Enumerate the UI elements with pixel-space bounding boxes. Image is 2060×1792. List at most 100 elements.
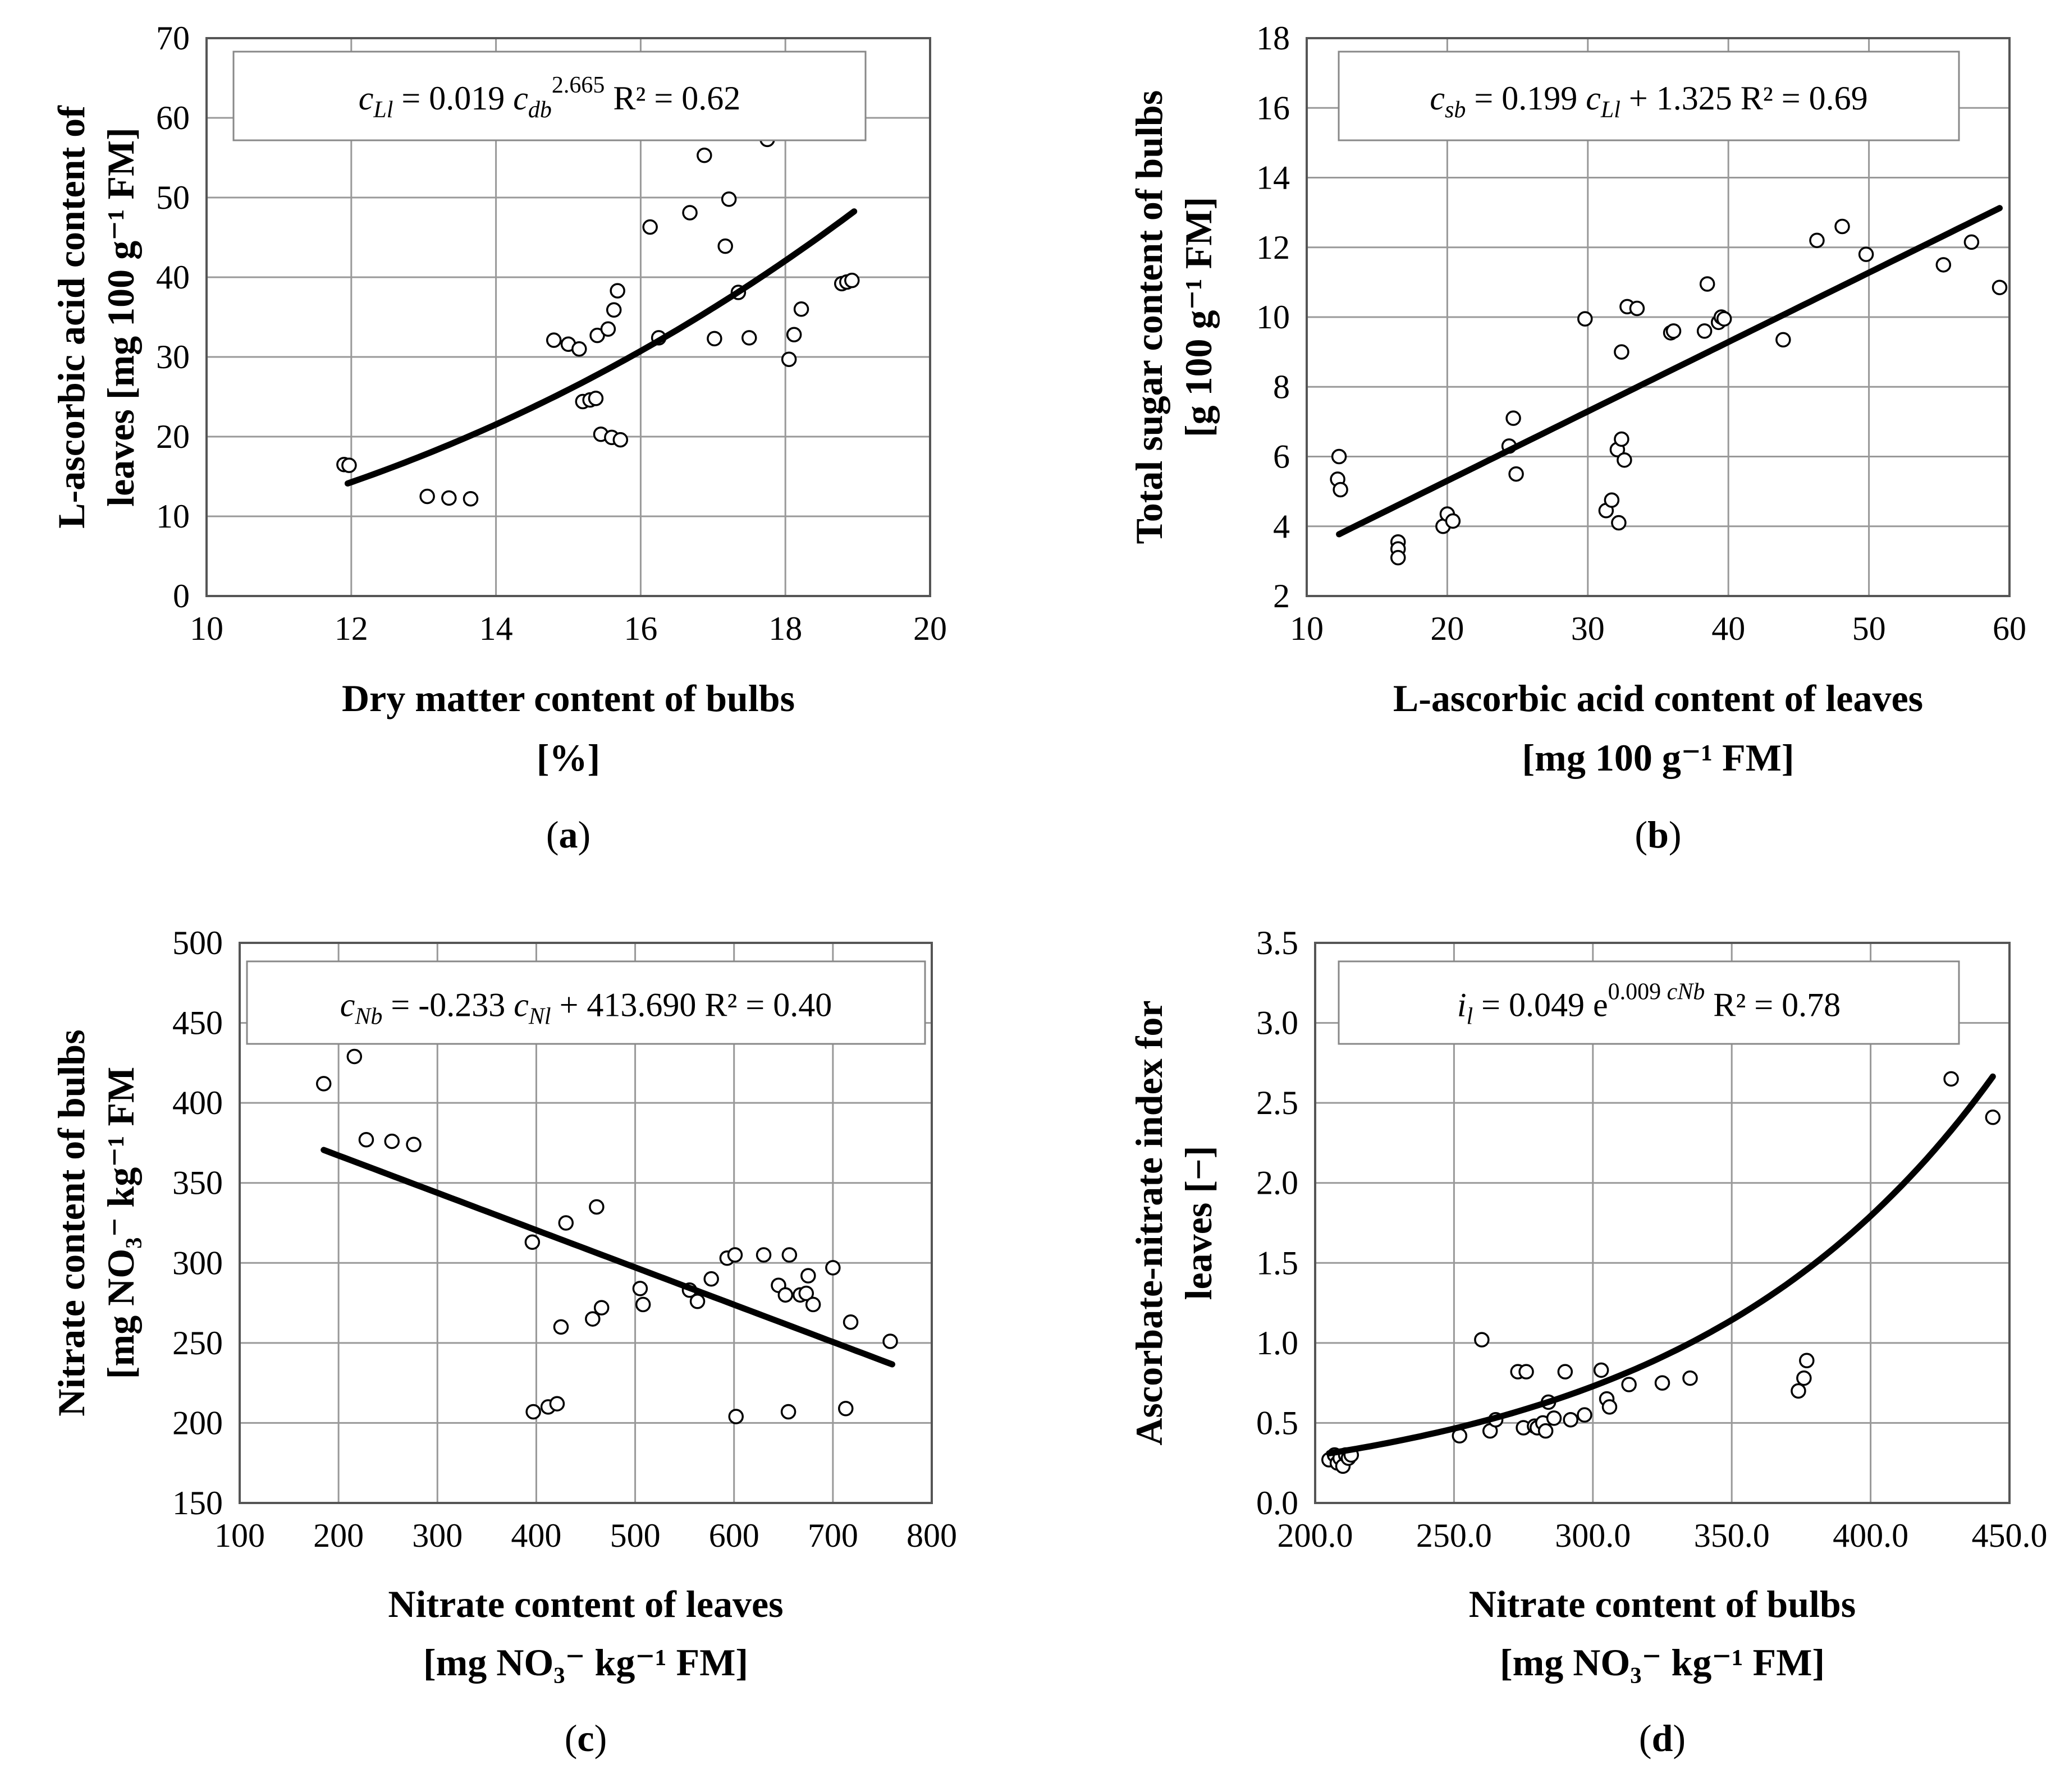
data-point	[610, 283, 625, 299]
y-tick-label: 2.5	[1256, 1084, 1298, 1121]
data-point	[1834, 218, 1850, 235]
x-tick-label: 60	[1993, 610, 2026, 647]
data-point	[1333, 482, 1348, 498]
data-point	[612, 432, 629, 448]
y-tick-label: 300	[172, 1244, 223, 1281]
x-tick-label: 300.0	[1555, 1517, 1631, 1554]
y-tick-label: 250	[172, 1324, 223, 1362]
x-tick-label: 100	[214, 1517, 265, 1554]
y-tick-label: 0	[173, 578, 190, 615]
data-point	[524, 1234, 541, 1250]
y-tick-label: 1.0	[1256, 1324, 1298, 1362]
y-axis-label: L-ascorbic acid content of	[50, 105, 93, 529]
data-point	[1557, 1364, 1573, 1379]
data-point	[593, 1300, 610, 1316]
data-point	[558, 1215, 574, 1231]
data-point	[632, 1281, 648, 1296]
x-tick-label: 10	[1290, 610, 1324, 647]
data-point	[1614, 431, 1629, 447]
data-point	[600, 321, 616, 337]
data-point	[341, 457, 357, 473]
data-point	[838, 1401, 854, 1417]
plot-frame	[1306, 37, 2011, 597]
x-axis-label: [mg NO₃⁻ kg⁻¹ FM]	[423, 1641, 748, 1684]
data-point	[549, 1396, 565, 1411]
data-point	[1665, 323, 1682, 339]
data-point	[721, 191, 737, 207]
x-tick-label: 50	[1852, 610, 1886, 647]
equation-box	[1338, 960, 1960, 1045]
y-tick-label: 3.5	[1256, 924, 1298, 961]
y-tick-label: 30	[156, 338, 190, 375]
y-tick-label: 150	[172, 1484, 223, 1521]
y-tick-label: 200	[172, 1404, 223, 1441]
y-tick-label: 18	[1256, 20, 1290, 57]
y-tick-label: 70	[156, 20, 190, 57]
data-point	[1614, 344, 1629, 360]
y-axis-label: [g 100 g⁻¹ FM]	[1177, 197, 1220, 437]
data-point	[1775, 332, 1791, 348]
data-point	[1601, 1399, 1618, 1415]
x-tick-label: 18	[768, 610, 802, 647]
data-point	[756, 1247, 772, 1263]
equation-box	[232, 51, 867, 141]
y-tick-label: 2	[1273, 578, 1290, 615]
x-tick-label: 250.0	[1416, 1517, 1492, 1554]
data-point	[1654, 1375, 1670, 1391]
y-tick-label: 400	[172, 1084, 223, 1121]
y-tick-label: 1.5	[1256, 1244, 1298, 1281]
data-point	[1617, 452, 1632, 468]
data-point	[463, 491, 479, 507]
x-tick-label: 16	[624, 610, 657, 647]
y-tick-label: 500	[172, 924, 223, 961]
data-point	[1474, 1332, 1490, 1348]
data-point	[1518, 1364, 1534, 1379]
data-point	[1935, 257, 1952, 273]
data-point	[589, 1199, 605, 1215]
data-point	[1992, 279, 2008, 295]
data-point	[741, 330, 757, 346]
y-tick-label: 2.0	[1256, 1165, 1298, 1202]
y-tick-label: 14	[1256, 159, 1290, 196]
data-point	[1796, 1370, 1812, 1386]
fit-line	[344, 208, 858, 487]
plot-frame	[1314, 942, 2011, 1504]
x-tick-label: 600	[709, 1517, 759, 1554]
data-point	[697, 147, 712, 163]
x-tick-label: 12	[335, 610, 368, 647]
data-point	[1331, 448, 1347, 465]
x-tick-label: 20	[1430, 610, 1464, 647]
chart-panel-b: 10 20 30 40 50 60 2 4 6 8 10 12 14 16 18 csb = 0.199 cL…	[1128, 20, 2026, 856]
x-tick-label: 400.0	[1833, 1517, 1908, 1554]
fit-line	[321, 1147, 895, 1368]
data-point	[689, 1293, 706, 1309]
data-point	[780, 1404, 796, 1420]
equation-text: csb = 0.199 cLl + 1.325 R² = 0.69	[1430, 80, 1867, 123]
y-tick-label: 16	[1256, 89, 1290, 126]
y-tick-label: 10	[1256, 299, 1290, 336]
x-axis-label: [mg NO₃⁻ kg⁻¹ FM]	[1500, 1641, 1825, 1684]
y-tick-label: 50	[156, 179, 190, 216]
y-tick-label: 0.0	[1256, 1484, 1298, 1521]
data-point	[346, 1048, 363, 1065]
data-point	[682, 205, 698, 221]
data-point	[1699, 276, 1715, 292]
x-axis-label: Nitrate content of bulbs	[1469, 1583, 1856, 1625]
data-point	[728, 1409, 744, 1424]
x-axis-label: Nitrate content of leaves	[388, 1583, 783, 1625]
x-tick-label: 500	[610, 1517, 661, 1554]
plot-frame	[205, 37, 931, 597]
y-axis-label: leaves [mg 100 g⁻¹ FM]	[99, 127, 142, 507]
data-point	[1390, 549, 1406, 566]
data-point	[546, 332, 562, 348]
data-point	[786, 327, 802, 342]
data-point	[571, 341, 587, 357]
data-point	[781, 1247, 798, 1263]
panel-label: (b)	[1635, 813, 1681, 856]
panel-label: (a)	[546, 813, 590, 856]
y-tick-label: 60	[156, 99, 190, 136]
x-tick-label: 20	[913, 610, 947, 647]
x-axis-label: [mg 100 g⁻¹ FM]	[1522, 736, 1795, 779]
data-point	[805, 1296, 821, 1313]
data-point	[635, 1296, 651, 1313]
